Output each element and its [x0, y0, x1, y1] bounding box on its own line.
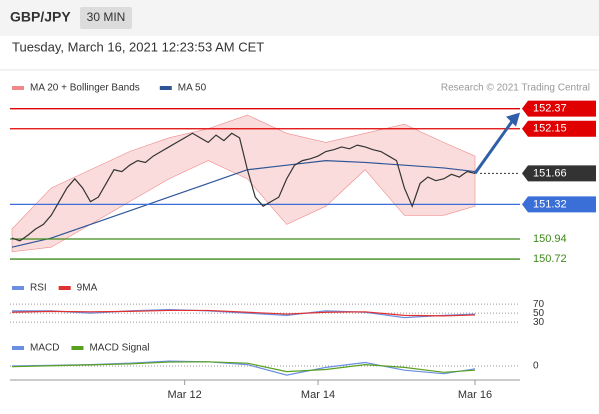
indicator-line: [11, 309, 476, 317]
level-tag: [522, 100, 596, 117]
x-tick-label: Mar 12: [168, 389, 202, 401]
level-label: 150.72: [533, 253, 567, 265]
legend-label: MACD: [30, 343, 59, 354]
level-tag: [522, 120, 596, 137]
y-tick-label: 0: [533, 361, 539, 372]
timeframe[interactable]: 30 MIN: [87, 10, 126, 24]
x-tick-label: Mar 16: [458, 389, 492, 401]
datetime: Tuesday, March 16, 2021 12:23:53 AM CET: [12, 39, 264, 54]
legend-swatch: [12, 286, 24, 290]
level-label: 152.15: [533, 123, 567, 135]
y-tick-label: 50: [533, 308, 545, 319]
y-tick-label: 70: [533, 299, 545, 310]
forecast-arrowhead: [506, 112, 520, 127]
legend-label: MA 50: [178, 83, 207, 94]
credit: Research © 2021 Trading Central: [441, 83, 590, 94]
bollinger-band: [11, 114, 476, 253]
legend-swatch: [12, 86, 24, 90]
legend-label: MACD Signal: [89, 343, 149, 354]
price-line: [11, 132, 476, 242]
forecast-arrow: [473, 117, 516, 175]
legend-label: MA 20 + Bollinger Bands: [30, 83, 140, 94]
y-tick-label: 30: [533, 317, 545, 328]
level-label: 150.94: [533, 233, 567, 245]
level-label: 151.66: [533, 167, 567, 179]
legend-swatch: [159, 86, 172, 90]
timeframe-button[interactable]: [80, 7, 132, 29]
x-tick-label: Mar 14: [301, 389, 335, 401]
level-label: 152.37: [533, 103, 567, 115]
legend-swatch: [58, 286, 71, 290]
legend-swatch: [12, 346, 24, 350]
level-label: 151.32: [533, 198, 567, 210]
legend-label: RSI: [30, 283, 47, 294]
legend-label: 9MA: [77, 283, 98, 294]
level-tag: [522, 196, 596, 213]
indicator-line: [11, 361, 476, 373]
level-tag: [522, 165, 596, 182]
symbol: GBP/JPY: [10, 9, 71, 25]
legend-swatch: [71, 346, 84, 350]
indicator-line: [12, 308, 476, 319]
